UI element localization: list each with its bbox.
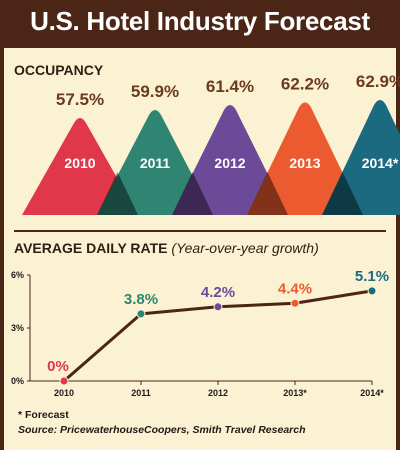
occupancy-triangle-1 [97, 110, 213, 215]
adr-value-label: 4.2% [201, 284, 235, 301]
adr-point [290, 298, 300, 308]
x-tick-label: 2013* [283, 388, 307, 398]
x-tick-label: 2012 [208, 388, 228, 398]
chart-title: U.S. Hotel Industry Forecast [30, 6, 370, 36]
occupancy-overlap-2 [247, 171, 288, 215]
occupancy-triangle-4 [322, 100, 400, 215]
occupancy-triangle-0 [22, 118, 138, 215]
y-tick-label: 6% [11, 270, 24, 280]
y-tick-label: 3% [11, 323, 24, 333]
adr-title: AVERAGE DAILY RATE (Year-over-year growt… [14, 240, 319, 256]
occupancy-title: OCCUPANCY [14, 62, 104, 78]
occupancy-year-label: 2014* [362, 155, 399, 171]
occupancy-value-label: 62.9% [356, 72, 400, 91]
x-tick-label: 2011 [131, 388, 151, 398]
adr-title-text: AVERAGE DAILY RATE [14, 240, 168, 256]
title-banner: U.S. Hotel Industry Forecast [0, 0, 400, 48]
occupancy-overlap-0 [97, 171, 138, 215]
occupancy-value-label: 57.5% [56, 90, 104, 109]
occupancy-triangle-2 [172, 105, 288, 215]
x-tick-label: 2010 [54, 388, 74, 398]
occupancy-year-label: 2012 [214, 155, 245, 171]
section-divider [14, 230, 386, 232]
source-note: Source: PricewaterhouseCoopers, Smith Tr… [18, 424, 306, 436]
x-tick-label: 2014* [360, 388, 384, 398]
occupancy-value-label: 59.9% [131, 82, 179, 101]
occupancy-triangle-3 [247, 102, 363, 215]
occupancy-year-label: 2011 [140, 155, 171, 171]
occupancy-value-label: 61.4% [206, 77, 254, 96]
adr-point [136, 309, 146, 319]
adr-value-label: 3.8% [124, 291, 158, 308]
occupancy-year-label: 2010 [64, 155, 95, 171]
y-tick-label: 0% [11, 376, 24, 386]
occupancy-overlap-1 [172, 171, 213, 215]
adr-point [213, 302, 223, 312]
adr-subtitle: (Year-over-year growth) [171, 240, 319, 256]
adr-value-label: 5.1% [355, 268, 389, 285]
footnote: * Forecast [18, 409, 69, 421]
occupancy-value-label: 62.2% [281, 74, 329, 93]
occupancy-chart: 2010 57.5% 2011 59.9% 2012 61.4% 2013 62.2% 2014… [22, 72, 400, 215]
adr-value-label: 0% [47, 358, 69, 375]
adr-value-label: 4.4% [278, 280, 312, 297]
adr-point [59, 376, 69, 386]
chart-frame [0, 48, 400, 450]
adr-point [367, 286, 377, 296]
occupancy-year-label: 2013 [289, 155, 320, 171]
occupancy-overlap-3 [322, 171, 363, 215]
